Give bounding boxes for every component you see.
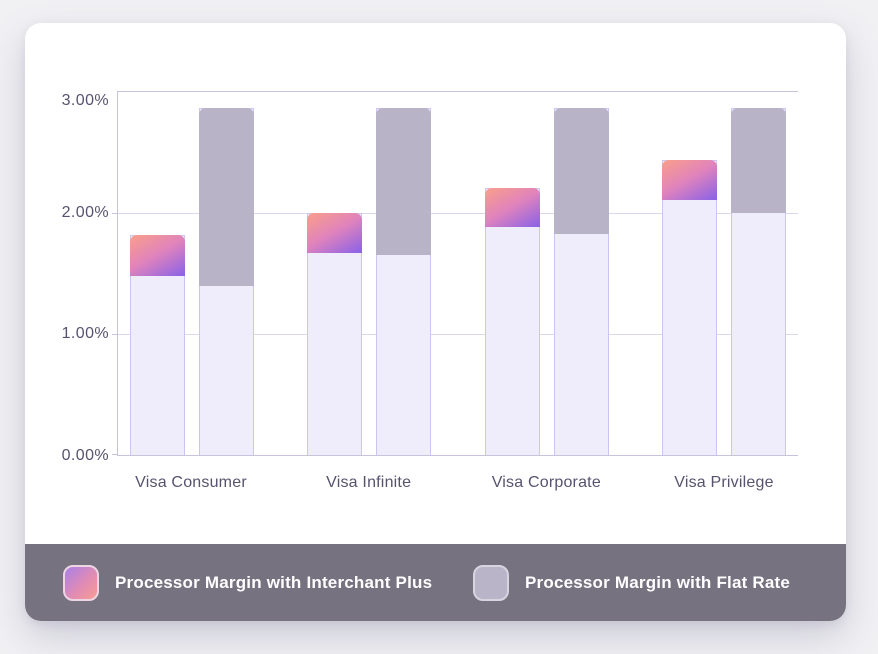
margin-segment-interchant-plus [661,159,717,200]
bar-group-visa-infinite [307,92,432,455]
bar-interchant-plus-visa-consumer[interactable] [130,234,185,455]
bar-group-visa-consumer [130,92,254,455]
margin-segment-flat-rate [730,107,786,213]
y-axis-tick-label: 1.00% [61,325,109,343]
bar-flat-rate-visa-corporate[interactable] [553,107,609,455]
x-axis-category-label: Visa Privilege [674,474,774,491]
chart-card: 3.00% 2.00% 1.00% 0.00% Visa Consumer Vi… [25,23,846,621]
y-axis-tick-label: 3.00% [61,92,109,110]
bar-flat-rate-visa-consumer[interactable] [199,107,254,455]
margin-segment-interchant-plus [307,213,363,253]
legend-label: Processor Margin with Flat Rate [525,572,791,592]
margin-segment-interchant-plus [484,187,540,228]
bar-interchant-plus-visa-corporate[interactable] [484,187,540,455]
axis-tick [112,454,118,455]
axis-tick [112,334,118,335]
plot-area [112,91,798,456]
bar-interchant-plus-visa-privilege[interactable] [661,159,717,455]
y-axis-tick-label: 2.00% [61,203,109,221]
gridline-1-percent [118,334,798,335]
x-axis-category-label: Visa Corporate [491,474,601,491]
margin-segment-flat-rate [199,107,254,287]
legend-gradient-swatch-icon [63,564,99,601]
y-axis: 3.00% 2.00% 1.00% 0.00% [25,91,109,464]
x-axis-category-label: Visa Consumer [135,474,247,491]
margin-segment-flat-rate [553,107,609,235]
gridline-2-percent [118,212,798,214]
axis-tick [112,212,118,214]
margin-segment-flat-rate [376,107,432,255]
bar-interchant-plus-visa-infinite[interactable] [307,213,363,455]
legend-item-interchant-plus[interactable]: Processor Margin with Interchant Plus [63,564,433,601]
bar-groups [118,92,798,455]
legend-bar: Processor Margin with Interchant Plus Pr… [25,544,846,621]
legend-flat-swatch-icon [473,564,509,601]
margin-segment-interchant-plus [130,234,185,276]
bar-flat-rate-visa-privilege[interactable] [730,107,786,455]
legend-label: Processor Margin with Interchant Plus [115,572,433,592]
y-axis-tick-label: 0.00% [61,447,109,464]
bar-group-visa-corporate [484,92,609,455]
x-axis: Visa Consumer Visa Infinite Visa Corpora… [117,468,798,492]
bar-group-visa-privilege [661,92,786,455]
bar-flat-rate-visa-infinite[interactable] [376,107,432,455]
legend-item-flat-rate[interactable]: Processor Margin with Flat Rate [473,564,791,601]
x-axis-category-label: Visa Infinite [326,474,412,491]
